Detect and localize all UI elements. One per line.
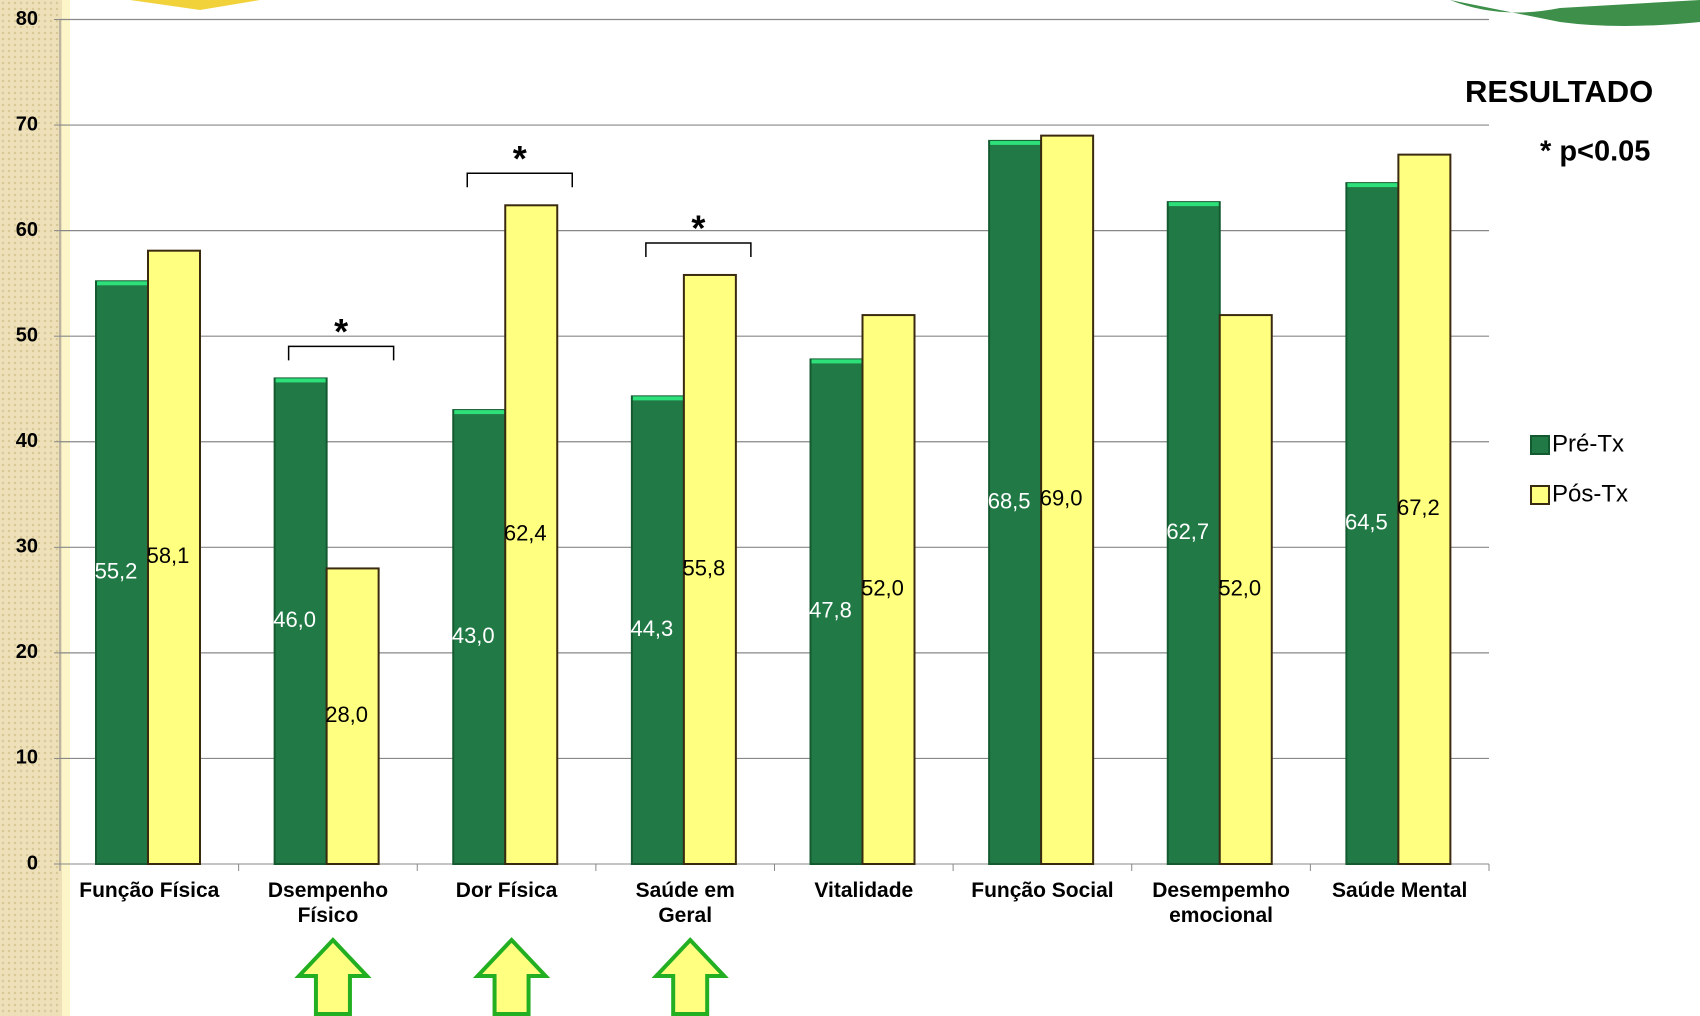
value-label: 62,7: [1166, 519, 1209, 544]
legend-swatch: [1530, 485, 1550, 505]
value-label: 62,4: [504, 520, 547, 545]
value-label: 47,8: [809, 598, 852, 623]
y-tick-label: 80: [16, 8, 38, 30]
value-label: 55,2: [95, 558, 138, 583]
significance-bracket: [287, 345, 395, 361]
value-label: 46,0: [273, 607, 316, 632]
y-tick-label: 50: [16, 324, 38, 346]
bar-highlight: [1347, 183, 1398, 188]
value-label: 43,0: [452, 623, 495, 648]
bar: [1397, 153, 1452, 865]
top-decoration: [130, 0, 260, 10]
significance-bracket: [466, 172, 573, 188]
value-label: 58,1: [147, 543, 190, 568]
bar-highlight: [632, 396, 683, 401]
y-tick-label: 30: [16, 536, 38, 558]
legend-swatch: [1530, 435, 1550, 455]
legend-label: Pós-Tx: [1552, 480, 1628, 507]
value-label: 28,0: [325, 702, 368, 727]
significance-mark: *: [513, 138, 527, 179]
value-label: 67,2: [1397, 495, 1440, 520]
bar: [1218, 314, 1273, 865]
bar-highlight: [97, 281, 147, 286]
value-label: 69,0: [1040, 486, 1083, 511]
x-tick-label: Dor Física: [455, 879, 558, 902]
bar-highlight: [454, 410, 505, 415]
bar-highlight: [990, 140, 1041, 145]
x-tick-label: Dsempenho Físico: [267, 879, 389, 927]
y-tick-label: 40: [16, 430, 38, 452]
bar: [809, 358, 864, 865]
arrow: [294, 937, 372, 1016]
bar: [1345, 182, 1400, 865]
x-tick-label: Vitalidade: [814, 879, 914, 902]
bar-highlight: [811, 359, 862, 364]
value-label: 64,5: [1345, 509, 1388, 534]
value-label: 52,0: [1218, 575, 1261, 600]
legend-label: Pré-Tx: [1552, 430, 1624, 457]
value-label: 44,3: [630, 616, 673, 641]
side-decoration: [62, 0, 70, 1016]
y-tick-label: 60: [16, 219, 38, 241]
x-tick-label: Saúde Mental: [1332, 879, 1468, 902]
bar: [1166, 201, 1221, 866]
arrow: [472, 937, 551, 1016]
side-decoration: [0, 0, 62, 1016]
y-tick-label: 0: [27, 852, 38, 874]
y-tick-label: 20: [16, 641, 38, 663]
y-tick-label: 70: [16, 113, 38, 135]
bar: [630, 395, 685, 865]
significance-mark: *: [334, 311, 348, 352]
significance-bracket: [645, 242, 752, 257]
bar: [325, 567, 380, 865]
bar: [504, 204, 559, 866]
top-decoration: [1450, 0, 1700, 26]
bar: [147, 249, 201, 865]
x-tick-label: Função Física: [79, 879, 220, 902]
value-label: 68,5: [988, 488, 1031, 513]
x-tick-label: Desempemho emocional: [1152, 879, 1290, 927]
note: * p<0.05: [1540, 136, 1650, 168]
value-label: 52,0: [861, 575, 904, 600]
bar: [1040, 134, 1095, 865]
title: RESULTADO: [1465, 74, 1653, 109]
bar-highlight: [275, 378, 326, 383]
bar-highlight: [1168, 202, 1219, 207]
significance-mark: *: [691, 207, 705, 248]
x-tick-label: Saúde em Geral: [635, 879, 735, 927]
y-tick-label: 10: [16, 747, 38, 769]
bar: [861, 314, 916, 865]
value-label: 55,8: [682, 555, 725, 580]
x-tick-label: Função Social: [971, 879, 1114, 902]
arrow: [651, 937, 729, 1016]
bar: [682, 273, 737, 865]
